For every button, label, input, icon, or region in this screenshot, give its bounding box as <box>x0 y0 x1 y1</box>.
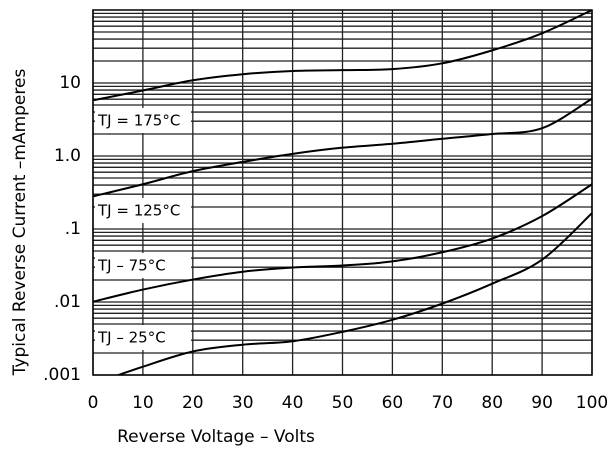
series-line <box>93 97 592 198</box>
x-tick-label: 80 <box>481 393 503 413</box>
x-tick-label: 30 <box>232 393 254 413</box>
series-line <box>115 212 592 375</box>
x-tick-label: 60 <box>382 393 404 413</box>
x-tick-label: 90 <box>531 393 553 413</box>
x-tick-label: 20 <box>182 393 204 413</box>
plot-frame <box>92 9 593 376</box>
y-tick-label: .01 <box>54 292 81 312</box>
series-label: TJ = 175°C <box>97 112 180 130</box>
label-box <box>95 108 191 133</box>
x-tick-label: 0 <box>88 393 99 413</box>
series-label: TJ – 25°C <box>97 329 166 347</box>
y-tick-label: .001 <box>43 365 81 385</box>
label-box <box>95 253 191 278</box>
y-tick-label: .1 <box>65 219 81 239</box>
label-box <box>95 325 191 350</box>
label-box <box>95 198 191 223</box>
x-tick-label: 40 <box>282 393 304 413</box>
series-line <box>93 183 592 303</box>
series-label: TJ = 125°C <box>97 202 180 220</box>
x-tick-label: 100 <box>576 393 608 413</box>
series-label: TJ – 75°C <box>97 257 166 275</box>
series-line <box>93 10 592 102</box>
x-tick-label: 50 <box>332 393 354 413</box>
x-axis-label: Reverse Voltage – Volts <box>117 427 315 447</box>
y-axis-label: Typical Reverse Current –mAmperes <box>10 69 30 377</box>
y-tick-label: 10 <box>59 73 81 93</box>
x-tick-label: 10 <box>132 393 154 413</box>
y-tick-label: 1.0 <box>54 146 81 166</box>
x-tick-label: 70 <box>431 393 453 413</box>
